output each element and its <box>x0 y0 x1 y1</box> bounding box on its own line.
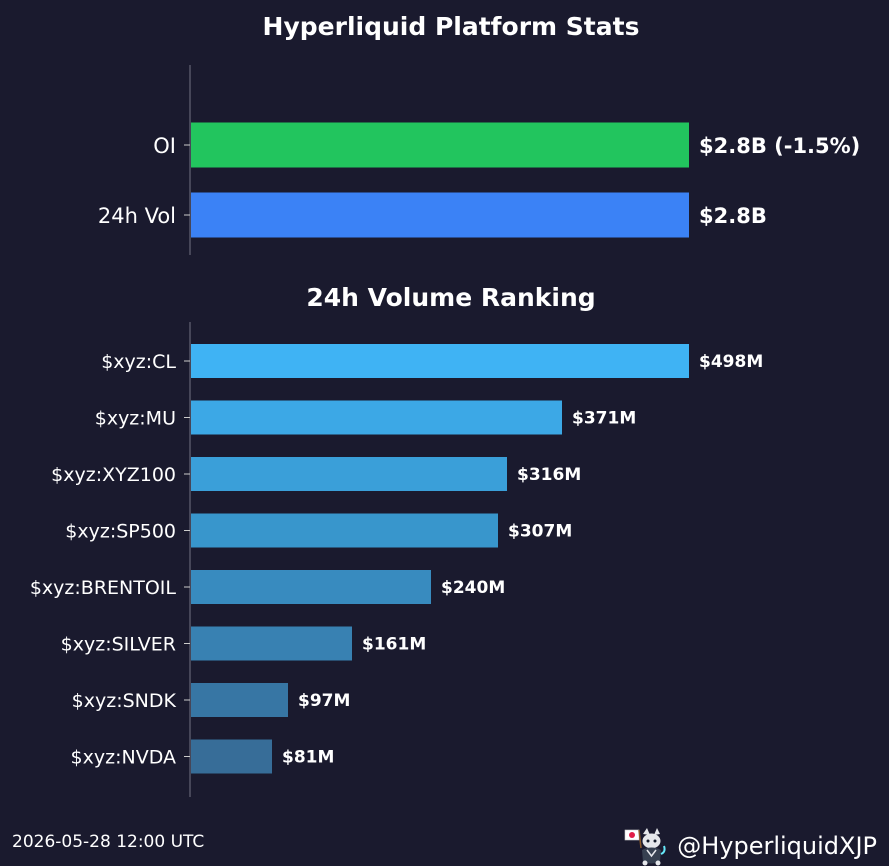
value-label: $81M <box>282 748 334 768</box>
category-label: $xyz:SP500 <box>65 521 176 543</box>
bar-xyz-sndk <box>191 683 288 717</box>
platform-stats-title: Hyperliquid Platform Stats <box>263 12 640 41</box>
bar-xyz-mu <box>191 400 562 435</box>
value-label: $240M <box>441 578 505 598</box>
category-label: $xyz:NVDA <box>71 747 176 769</box>
bar-xyz-xyz100 <box>191 457 507 491</box>
category-label: $xyz:XYZ100 <box>51 464 176 486</box>
volume-ranking-chart: $xyz:CL $498M $xyz:MU $371M $xyz:XYZ100 $316M… <box>30 322 763 797</box>
platform-stats-chart: OI $2.8B (-1.5%) 24h Vol $2.8B <box>98 65 860 255</box>
value-label: $2.8B <box>699 204 767 228</box>
value-label: $371M <box>572 409 636 429</box>
value-label: $316M <box>517 465 581 485</box>
category-label: 24h Vol <box>98 204 176 228</box>
bar-oi <box>191 122 689 168</box>
footer-branding: @HyperliquidXJP <box>623 826 877 866</box>
category-label: $xyz:CL <box>101 351 176 373</box>
category-label: OI <box>153 134 176 158</box>
category-label: $xyz:BRENTOIL <box>30 577 177 599</box>
bar-24h-vol <box>191 192 689 238</box>
bar-xyz-brentoil <box>191 570 431 604</box>
volume-ranking-title: 24h Volume Ranking <box>306 283 595 312</box>
bar-xyz-cl <box>191 344 689 378</box>
bar-xyz-nvda <box>191 739 272 774</box>
value-label: $161M <box>362 635 426 655</box>
category-label: $xyz:SNDK <box>72 690 177 712</box>
mascot-logo-icon <box>624 828 666 866</box>
bar-xyz-silver <box>191 626 352 661</box>
value-label: $498M <box>699 352 763 372</box>
value-label: $2.8B (-1.5%) <box>699 134 860 158</box>
timestamp: 2026-05-28 12:00 UTC <box>12 832 205 852</box>
value-label: $307M <box>508 522 572 542</box>
value-label: $97M <box>298 691 350 711</box>
category-label: $xyz:SILVER <box>61 634 176 656</box>
bar-xyz-sp500 <box>191 513 498 548</box>
account-handle: @HyperliquidXJP <box>677 832 877 860</box>
category-label: $xyz:MU <box>95 408 176 430</box>
